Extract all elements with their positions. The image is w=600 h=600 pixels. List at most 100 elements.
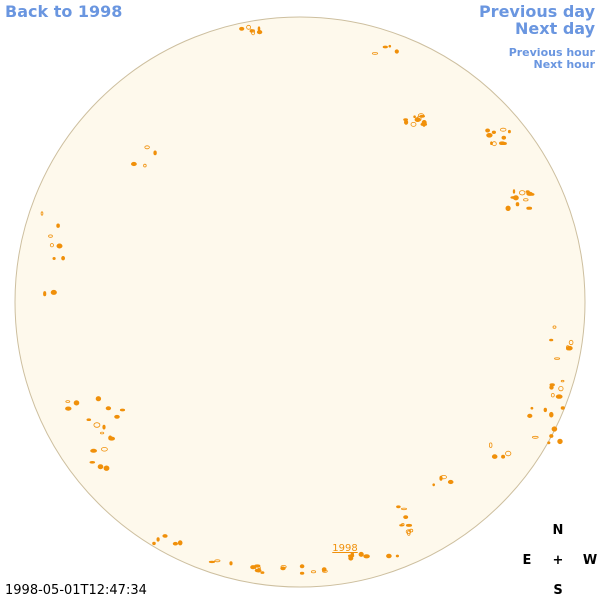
compass-center: + <box>553 553 564 568</box>
contour <box>549 383 555 387</box>
contour <box>130 161 137 167</box>
year-link[interactable]: 1998 <box>332 543 357 554</box>
contour <box>280 565 287 569</box>
compass-east: E <box>523 553 532 568</box>
contour <box>550 393 555 398</box>
contour <box>52 256 56 260</box>
contour <box>512 189 516 194</box>
contour <box>491 130 496 134</box>
contour <box>153 150 157 156</box>
contour <box>256 29 263 35</box>
previous-day-link[interactable]: Previous day <box>479 2 596 21</box>
contour <box>549 411 554 418</box>
contour <box>239 26 245 31</box>
contour <box>407 530 411 536</box>
contour <box>555 394 563 399</box>
contour <box>552 325 557 329</box>
contour <box>547 441 551 445</box>
contour <box>505 205 511 211</box>
timestamp: 1998-05-01T12:47:34 <box>5 583 147 598</box>
contour <box>403 118 409 121</box>
compass-west: W <box>583 553 597 568</box>
contour <box>101 447 108 452</box>
contour <box>490 141 493 146</box>
contour <box>256 567 261 573</box>
contour <box>100 431 105 435</box>
contour <box>371 52 379 55</box>
contour <box>50 289 57 295</box>
contour <box>229 561 233 566</box>
contour <box>507 129 511 134</box>
contour <box>526 206 533 210</box>
contour <box>310 570 317 574</box>
contour <box>348 555 354 561</box>
contour <box>519 190 526 196</box>
contour <box>388 44 392 48</box>
contour <box>214 559 221 563</box>
contour <box>439 475 443 481</box>
contour <box>527 413 533 418</box>
contour <box>97 464 104 470</box>
contour <box>405 523 413 527</box>
contour <box>246 24 252 30</box>
contour <box>251 30 256 36</box>
contour <box>416 115 422 122</box>
contour <box>382 45 388 49</box>
compass-north: N <box>553 523 564 538</box>
contour <box>152 541 156 546</box>
solar-disc <box>14 16 586 588</box>
contour <box>350 552 354 557</box>
contour <box>505 450 512 457</box>
next-day-link[interactable]: Next day <box>515 19 596 38</box>
contour <box>103 465 110 471</box>
previous-hour-link[interactable]: Previous hour <box>509 46 596 59</box>
contour <box>551 426 558 432</box>
contour <box>501 454 506 459</box>
contour <box>61 256 65 261</box>
contour <box>526 191 533 196</box>
contour <box>549 434 554 438</box>
contours <box>40 24 574 575</box>
contour <box>486 133 493 138</box>
contour <box>403 515 409 519</box>
contour <box>162 534 168 538</box>
contour <box>491 454 498 459</box>
contour <box>560 406 565 410</box>
contour <box>143 163 147 168</box>
contour <box>260 571 265 574</box>
contour <box>144 145 150 150</box>
contour <box>557 438 563 445</box>
contour <box>549 338 554 342</box>
contour <box>254 564 261 568</box>
contour <box>558 385 564 392</box>
contour <box>386 553 392 559</box>
contour <box>49 243 54 248</box>
contour <box>401 522 405 527</box>
contour <box>156 537 160 542</box>
contour <box>65 400 71 403</box>
contour <box>358 551 364 557</box>
contour <box>400 507 407 511</box>
contour <box>105 406 112 411</box>
contour <box>500 127 507 132</box>
contour <box>515 202 520 207</box>
contour <box>102 424 106 430</box>
contour <box>95 396 102 402</box>
contour <box>413 115 416 118</box>
contour <box>523 198 529 202</box>
next-hour-link[interactable]: Next hour <box>534 58 596 71</box>
compass-south: S <box>553 583 562 598</box>
contour <box>543 407 547 413</box>
contour <box>560 379 565 383</box>
back-link[interactable]: Back to 1998 <box>5 2 122 21</box>
contour <box>56 243 63 249</box>
contour <box>510 196 517 199</box>
contour <box>56 223 60 228</box>
contour <box>566 345 573 351</box>
contour <box>86 418 92 422</box>
contour <box>321 567 327 572</box>
contour <box>299 564 305 569</box>
contour <box>40 211 44 216</box>
contour <box>299 571 305 575</box>
